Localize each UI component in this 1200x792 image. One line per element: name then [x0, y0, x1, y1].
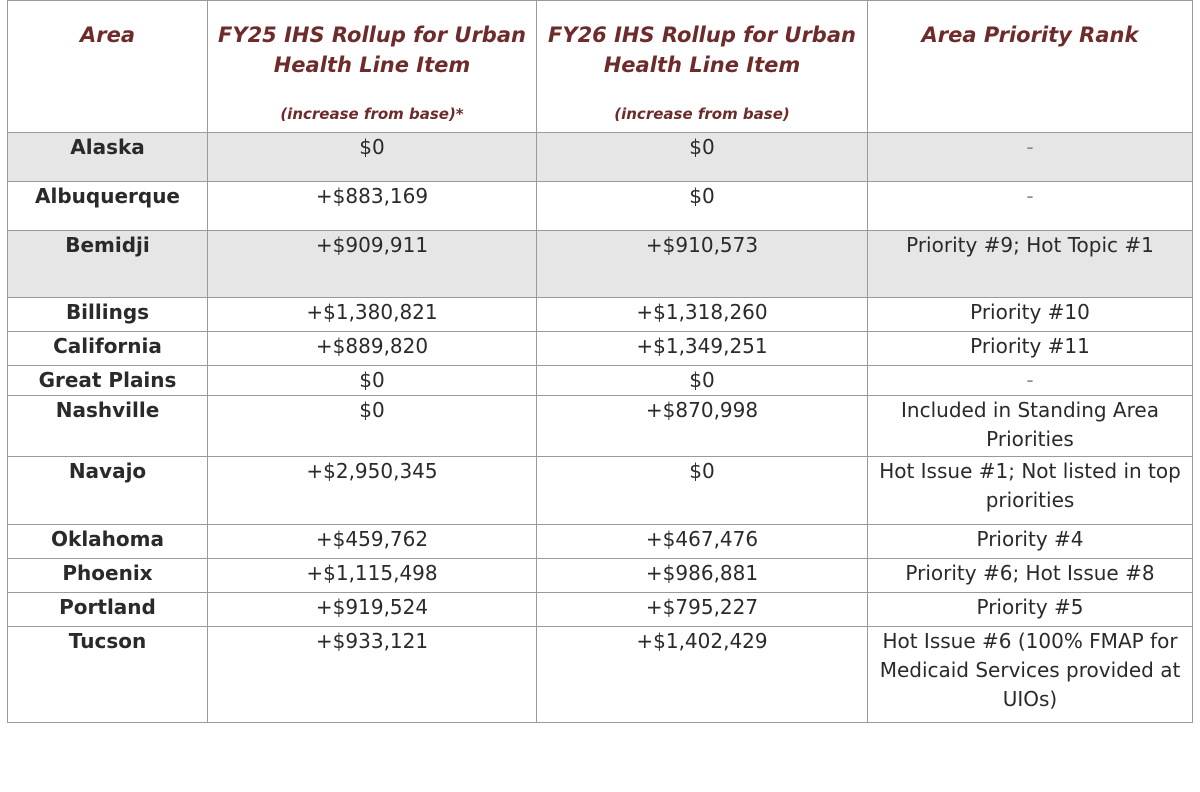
table-row: Alaska $0 $0 - [7, 132, 1193, 182]
header-rank-label: Area Priority Rank [921, 23, 1139, 47]
cell-area: Portland [7, 592, 208, 627]
cell-fy26: +$467,476 [536, 524, 868, 559]
header-fy25: FY25 IHS Rollup for Urban Health Line It… [207, 0, 537, 133]
cell-fy26: $0 [536, 456, 868, 525]
table-row: Navajo +$2,950,345 $0 Hot Issue #1; Not … [7, 456, 1193, 525]
cell-fy25: +$2,950,345 [207, 456, 537, 525]
table-row: Billings +$1,380,821 +$1,318,260 Priorit… [7, 297, 1193, 332]
table-row: Tucson +$933,121 +$1,402,429 Hot Issue #… [7, 626, 1193, 723]
cell-area: Albuquerque [7, 181, 208, 231]
cell-rank: Priority #4 [867, 524, 1193, 559]
cell-rank: - [867, 365, 1193, 396]
cell-fy26: $0 [536, 181, 868, 231]
header-area-label: Area [79, 23, 136, 47]
table-row: California +$889,820 +$1,349,251 Priorit… [7, 331, 1193, 366]
cell-fy26: +$1,318,260 [536, 297, 868, 332]
cell-rank: Hot Issue #6 (100% FMAP for Medicaid Ser… [867, 626, 1193, 723]
urban-health-rollup-table: Area FY25 IHS Rollup for Urban Health Li… [7, 0, 1193, 723]
cell-rank-text: - [1026, 368, 1034, 392]
cell-fy25: +$889,820 [207, 331, 537, 366]
cell-area: Alaska [7, 132, 208, 182]
cell-fy25: +$1,115,498 [207, 558, 537, 593]
table-row: Nashville $0 +$870,998 Included in Stand… [7, 395, 1193, 457]
cell-rank: Priority #10 [867, 297, 1193, 332]
cell-fy25: $0 [207, 365, 537, 396]
table-row: Oklahoma +$459,762 +$467,476 Priority #4 [7, 524, 1193, 559]
cell-area: Tucson [7, 626, 208, 723]
cell-fy26: +$986,881 [536, 558, 868, 593]
cell-fy26: +$910,573 [536, 230, 868, 298]
cell-rank: Included in Standing Area Priorities [867, 395, 1193, 457]
cell-area: Nashville [7, 395, 208, 457]
cell-rank-text: - [1026, 135, 1034, 159]
cell-rank-text: - [1026, 184, 1034, 208]
cell-rank: Priority #5 [867, 592, 1193, 627]
cell-area: Oklahoma [7, 524, 208, 559]
header-fy26-label: FY26 IHS Rollup for Urban Health Line It… [548, 23, 856, 77]
cell-rank: - [867, 181, 1193, 231]
header-row: Area FY25 IHS Rollup for Urban Health Li… [7, 0, 1193, 133]
header-rank: Area Priority Rank [867, 0, 1193, 133]
header-fy26-note: (increase from base) [614, 105, 790, 123]
header-fy26: FY26 IHS Rollup for Urban Health Line It… [536, 0, 868, 133]
cell-rank: - [867, 132, 1193, 182]
cell-fy25: +$909,911 [207, 230, 537, 298]
cell-rank: Priority #6; Hot Issue #8 [867, 558, 1193, 593]
cell-fy26: +$870,998 [536, 395, 868, 457]
cell-rank: Priority #9; Hot Topic #1 [867, 230, 1193, 298]
cell-area: Great Plains [7, 365, 208, 396]
cell-fy25: $0 [207, 395, 537, 457]
cell-fy26: $0 [536, 365, 868, 396]
cell-area: Billings [7, 297, 208, 332]
cell-fy25: +$459,762 [207, 524, 537, 559]
header-fy25-note: (increase from base)* [280, 105, 464, 123]
table-row: Bemidji +$909,911 +$910,573 Priority #9;… [7, 230, 1193, 298]
cell-rank: Hot Issue #1; Not listed in top prioriti… [867, 456, 1193, 525]
cell-fy25: +$1,380,821 [207, 297, 537, 332]
cell-fy25: $0 [207, 132, 537, 182]
cell-fy25: +$933,121 [207, 626, 537, 723]
header-fy25-label: FY25 IHS Rollup for Urban Health Line It… [218, 23, 526, 77]
header-area: Area [7, 0, 208, 133]
cell-rank: Priority #11 [867, 331, 1193, 366]
cell-fy25: +$919,524 [207, 592, 537, 627]
cell-fy26: +$795,227 [536, 592, 868, 627]
cell-fy25: +$883,169 [207, 181, 537, 231]
cell-area: California [7, 331, 208, 366]
cell-fy26: +$1,402,429 [536, 626, 868, 723]
cell-area: Navajo [7, 456, 208, 525]
cell-area: Bemidji [7, 230, 208, 298]
cell-fy26: $0 [536, 132, 868, 182]
table-row: Albuquerque +$883,169 $0 - [7, 181, 1193, 231]
cell-fy26: +$1,349,251 [536, 331, 868, 366]
table-row: Great Plains $0 $0 - [7, 365, 1193, 396]
table-row: Portland +$919,524 +$795,227 Priority #5 [7, 592, 1193, 627]
cell-area: Phoenix [7, 558, 208, 593]
table-row: Phoenix +$1,115,498 +$986,881 Priority #… [7, 558, 1193, 593]
